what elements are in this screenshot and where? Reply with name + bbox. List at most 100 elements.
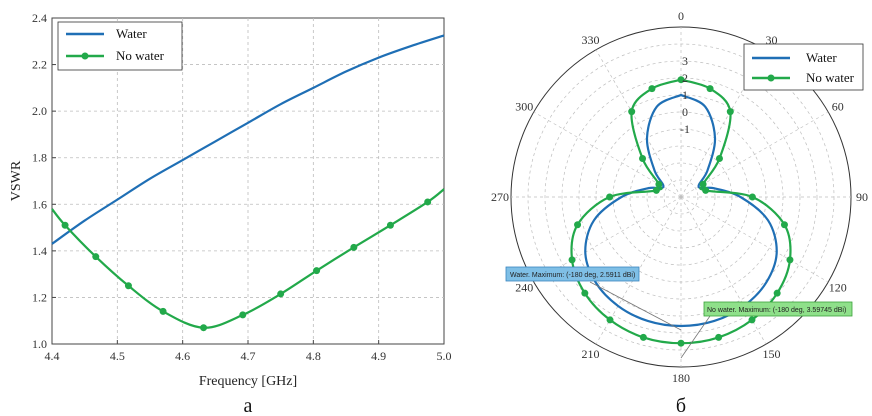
water-pattern-line <box>584 93 778 328</box>
polar-angle-gridline <box>680 196 767 345</box>
vswr-x-tick-label: 4.7 <box>241 349 256 363</box>
legend-no-water-marker <box>81 52 89 60</box>
polar-angle-gridline <box>595 49 682 198</box>
no-water-vswr-point <box>350 243 358 251</box>
no-water-pattern-point <box>652 186 660 194</box>
no-water-vswr-point <box>239 311 247 319</box>
vswr-legend: Water No water <box>57 21 183 71</box>
vswr-x-tick-label: 4.4 <box>45 349 60 363</box>
no-water-pattern-point <box>648 85 656 93</box>
polar-legend: Water No water <box>743 43 864 91</box>
no-water-vswr-point <box>313 267 321 275</box>
polar-angle-tick-label: 90 <box>856 190 868 204</box>
no-water-pattern-point <box>748 316 756 324</box>
no-water-vswr-point <box>92 253 100 261</box>
vswr-y-axis-title: VSWR <box>9 160 24 201</box>
no-water-pattern-point <box>606 193 614 201</box>
legend-water-label: Water <box>116 26 147 41</box>
polar-angle-tick-label: 240 <box>515 281 533 295</box>
polar-radial-gridline <box>663 179 699 215</box>
no-water-pattern-point <box>639 155 647 163</box>
polar-angle-tick-label: 270 <box>491 190 509 204</box>
water-vswr-line <box>51 34 445 245</box>
water-callout-leader <box>589 281 682 331</box>
polar-legend-box <box>743 43 864 91</box>
polar-angle-gridline <box>680 49 767 198</box>
no-water-vswr-point <box>386 221 394 229</box>
polar-angle-gridline <box>533 111 682 198</box>
polar-radial-gridline <box>544 60 818 334</box>
polar-angle-tick-label: 120 <box>829 281 847 295</box>
vswr-y-tick-label: 1.4 <box>32 244 47 258</box>
vswr-legend-box <box>57 21 183 71</box>
no-water-callout-box <box>703 301 853 317</box>
polar-radial-tick-label: 1 <box>682 88 688 102</box>
no-water-pattern-point <box>655 180 663 188</box>
vswr-y-tick-label: 1.6 <box>32 197 47 211</box>
vswr-x-tick-label: 4.6 <box>175 349 190 363</box>
vswr-y-tick-label: 1.8 <box>32 151 47 165</box>
no-water-pattern-point <box>748 193 756 201</box>
no-water-callout-leader <box>680 315 711 359</box>
no-water-vswr-point <box>124 282 132 290</box>
vswr-y-tick-label: 2.0 <box>32 104 47 118</box>
vswr-chart: 4.4 4.5 4.6 4.7 4.8 4.9 5.0 1.0 1.2 1.4 1.6 1.8 2.0 2… <box>9 11 452 416</box>
vswr-y-tick-label: 2.2 <box>32 58 47 72</box>
polar-callouts: Water. Maximum: (-180 deg, 2.5911 dBi) N… <box>505 266 853 359</box>
polar-angle-tick-label: 300 <box>515 100 533 114</box>
polar-legend-no-water-marker <box>767 74 775 82</box>
polar-angle-tick-label: 210 <box>582 347 600 361</box>
polar-angle-tick-label: 60 <box>832 100 844 114</box>
no-water-pattern-point <box>574 221 582 229</box>
no-water-vswr-point <box>424 198 432 206</box>
vswr-y-tick-label: 2.4 <box>32 11 47 25</box>
no-water-pattern-point <box>786 256 794 264</box>
water-callout-text: Water. Maximum: (-180 deg, 2.5911 dBi) <box>510 272 635 279</box>
polar-angle-tick-label: 330 <box>582 33 600 47</box>
polar-angle-gridline <box>533 196 682 283</box>
no-water-callout-text: No water. Maximum: (-180 deg, 3.59745 dB… <box>707 307 846 314</box>
polar-angle-tick-label: 180 <box>672 371 690 385</box>
polar-radial-tick-label: -1 <box>680 122 690 136</box>
no-water-vswr-point <box>277 290 285 298</box>
no-water-pattern-point <box>639 333 647 341</box>
polar-radial-tick-label: 3 <box>682 54 688 68</box>
polar-legend-water-label: Water <box>806 50 837 65</box>
water-callout-box <box>505 266 640 282</box>
polar-angle-tick-label: 150 <box>763 347 781 361</box>
no-water-pattern-point <box>702 186 710 194</box>
no-water-pattern-point <box>699 180 707 188</box>
no-water-vswr-point <box>61 221 69 229</box>
vswr-x-tick-label: 4.5 <box>110 349 125 363</box>
legend-no-water-label: No water <box>116 48 165 63</box>
no-water-pattern-point <box>606 316 614 324</box>
polar-angle-gridline <box>680 196 829 283</box>
panel-label-b: б <box>676 395 686 416</box>
vswr-x-axis-title: Frequency [GHz] <box>199 374 297 389</box>
polar-radial-tick-label: 0 <box>682 105 688 119</box>
polar-radial-tick-label: 2 <box>682 71 688 85</box>
no-water-pattern-point <box>715 155 723 163</box>
no-water-pattern-point <box>715 333 723 341</box>
polar-radial-gridline <box>646 162 716 232</box>
vswr-x-tick-label: 5.0 <box>437 349 452 363</box>
no-water-pattern-point <box>773 289 781 297</box>
vswr-y-tick-label: 1.0 <box>32 337 47 351</box>
no-water-pattern-point <box>677 339 685 347</box>
no-water-vswr-point <box>159 307 167 315</box>
no-water-pattern-point <box>706 85 714 93</box>
no-water-pattern-point <box>628 108 636 116</box>
no-water-vswr-point <box>200 324 208 332</box>
vswr-x-tick-label: 4.8 <box>306 349 321 363</box>
polar-angle-gridline <box>680 111 829 198</box>
polar-legend-no-water-label: No water <box>806 70 855 85</box>
no-water-pattern-point <box>568 256 576 264</box>
no-water-pattern-point <box>677 76 685 84</box>
panel-label-a: a <box>244 395 253 416</box>
vswr-y-tick-label: 1.2 <box>32 290 47 304</box>
polar-angle-tick-label: 0 <box>678 9 684 23</box>
no-water-pattern-point <box>726 108 734 116</box>
no-water-pattern-point <box>780 221 788 229</box>
